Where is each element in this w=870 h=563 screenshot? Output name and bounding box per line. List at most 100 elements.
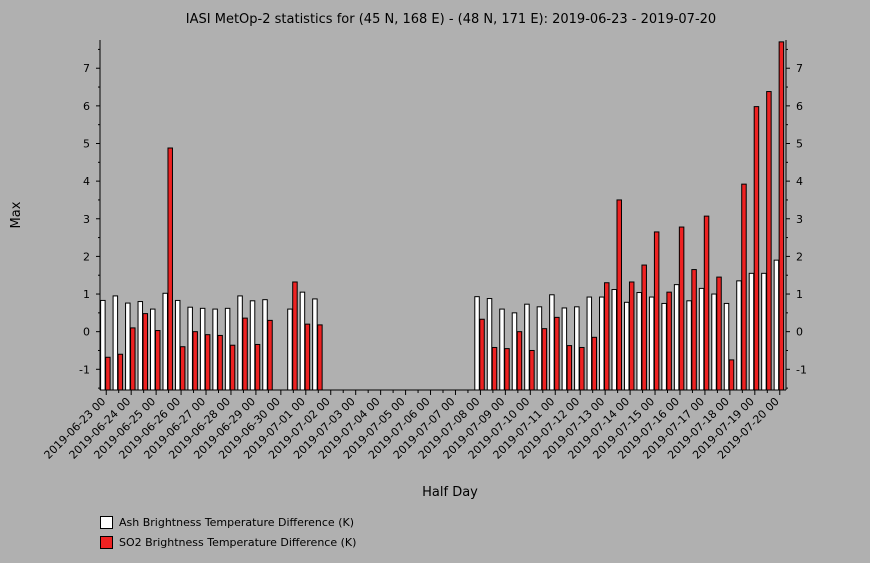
ash-bar xyxy=(761,272,767,391)
y-tick-label-left: 3 xyxy=(83,213,90,226)
y-tick-label-left: 5 xyxy=(83,137,90,150)
ash-bar xyxy=(249,300,256,391)
ash-bar xyxy=(599,296,605,391)
so2-bar xyxy=(604,282,610,391)
so2-bar xyxy=(529,349,535,391)
ash-bar xyxy=(137,301,144,391)
ash-bar xyxy=(561,307,568,391)
so2-bar xyxy=(554,316,560,391)
so2-bar xyxy=(292,281,298,391)
y-tick-label-right: 7 xyxy=(796,62,803,75)
so2-bar xyxy=(728,359,735,391)
so2-bar xyxy=(591,336,598,391)
y-tick-label-left: 1 xyxy=(83,288,90,301)
so2-bar xyxy=(628,281,635,391)
ash-bar xyxy=(486,298,493,391)
legend-label-ash: Ash Brightness Temperature Difference (K… xyxy=(119,515,354,529)
ash-bar xyxy=(748,272,755,391)
so2-bar xyxy=(641,264,647,391)
ash-bar xyxy=(736,280,742,391)
chart-title: IASI MetOp-2 statistics for (45 N, 168 E… xyxy=(186,12,716,27)
ash-bar xyxy=(673,284,680,391)
so2-bar xyxy=(217,334,223,391)
legend-swatch-so2 xyxy=(100,535,113,549)
ash-bar xyxy=(723,302,730,391)
y-axis-label: Max xyxy=(9,201,24,228)
so2-bar xyxy=(167,147,173,391)
ash-bar xyxy=(287,308,293,391)
legend-label-so2: SO2 Brightness Temperature Difference (K… xyxy=(119,535,357,549)
y-tick-label-left: 2 xyxy=(83,250,90,263)
so2-bar xyxy=(130,327,136,391)
ash-bar xyxy=(237,295,243,391)
ash-bar xyxy=(586,296,593,391)
y-tick-label-right: 3 xyxy=(796,213,803,226)
y-tick-label-right: 0 xyxy=(796,326,803,339)
so2-bar xyxy=(229,344,236,391)
ash-bar xyxy=(212,308,218,391)
ash-bar xyxy=(150,308,156,391)
ash-bar xyxy=(199,307,206,391)
so2-bar xyxy=(254,343,261,391)
so2-bar xyxy=(179,346,186,391)
so2-bar xyxy=(703,215,710,391)
so2-bar xyxy=(666,291,672,391)
legend-item-so2: SO2 Brightness Temperature Difference (K… xyxy=(100,532,356,552)
legend-swatch-ash xyxy=(100,515,113,529)
ash-bar xyxy=(623,301,630,391)
so2-bar xyxy=(242,317,248,391)
so2-bar xyxy=(267,319,273,391)
so2-bar xyxy=(766,91,772,391)
ash-bar xyxy=(661,302,667,391)
ash-bar xyxy=(773,259,780,391)
so2-bar xyxy=(317,324,323,391)
ash-bar xyxy=(686,300,692,391)
so2-bar xyxy=(753,106,760,391)
ash-bar xyxy=(174,299,181,391)
ash-bar xyxy=(474,296,480,391)
ash-bar xyxy=(187,306,193,391)
ash-bar xyxy=(100,299,106,391)
legend: Ash Brightness Temperature Difference (K… xyxy=(100,512,356,552)
so2-bar xyxy=(616,199,622,391)
ash-bar xyxy=(224,307,231,391)
so2-bar xyxy=(105,356,111,391)
y-tick-label-right: 2 xyxy=(796,250,803,263)
so2-bar xyxy=(653,231,660,391)
so2-bar xyxy=(155,330,161,391)
y-tick-label-right: -1 xyxy=(796,363,807,376)
so2-bar xyxy=(541,328,548,391)
ash-bar xyxy=(648,296,655,391)
so2-bar xyxy=(691,269,697,391)
ash-bar xyxy=(162,292,168,391)
y-tick-label-left: 4 xyxy=(83,175,90,188)
ash-bar xyxy=(499,308,505,391)
ash-bar xyxy=(112,295,119,391)
y-tick-label-left: 7 xyxy=(83,62,90,75)
y-tick-label-right: 6 xyxy=(796,100,803,113)
ash-bar xyxy=(125,302,131,391)
y-tick-label-right: 5 xyxy=(796,137,803,150)
so2-bar xyxy=(142,313,149,391)
y-tick-label-right: 4 xyxy=(796,175,803,188)
so2-bar xyxy=(579,346,585,391)
so2-bar xyxy=(741,183,747,391)
so2-bar xyxy=(491,346,498,391)
so2-bar xyxy=(192,331,198,391)
ash-bar xyxy=(299,291,306,391)
ash-bar xyxy=(536,306,543,391)
x-axis-label: Half Day xyxy=(422,485,478,500)
so2-bar xyxy=(716,276,722,391)
so2-bar xyxy=(117,353,124,391)
so2-bar xyxy=(566,345,573,391)
so2-bar xyxy=(678,226,685,391)
y-tick-label-left: 6 xyxy=(83,100,90,113)
so2-bar xyxy=(516,331,523,391)
ash-bar xyxy=(312,298,318,391)
so2-bar xyxy=(504,348,510,391)
ash-bar xyxy=(524,303,530,391)
so2-bar xyxy=(204,334,211,391)
ash-bar xyxy=(549,294,555,391)
